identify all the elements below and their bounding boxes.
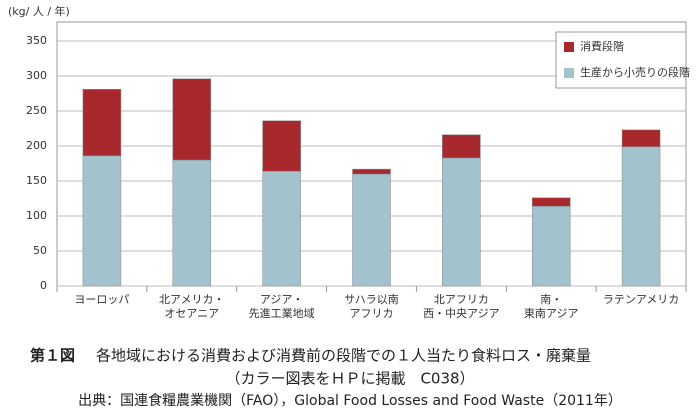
legend-swatch	[564, 68, 574, 78]
y-tick-label: 50	[33, 244, 47, 257]
x-tick-label: アジア・	[260, 293, 304, 306]
x-tick-label: 北アフリカ	[434, 293, 489, 306]
x-tick-label: ラテンアメリカ	[603, 293, 679, 306]
x-tick-label: 西・中央アジア	[423, 307, 500, 320]
legend-label: 消費段階	[580, 39, 624, 53]
caption-note: （カラー図表をＨＰに掲載 C038）	[225, 370, 474, 388]
x-tick-label: 北アメリカ・	[159, 293, 224, 306]
x-tick-label: アフリカ	[350, 307, 394, 320]
x-tick-label: オセアニア	[164, 307, 219, 320]
legend-label: 生産から小売りの段階	[580, 65, 690, 79]
bar-segment	[262, 170, 301, 287]
bar-segment	[352, 173, 391, 287]
bar-segment	[531, 205, 571, 287]
caption-label: 第１図	[30, 347, 75, 365]
x-tick-label: ヨーロッパ	[74, 293, 129, 306]
bar-segment	[172, 78, 212, 161]
x-tick-label: 先進工業地域	[249, 307, 315, 320]
caption-source: 出典：国連食糧農業機関（FAO），Global Food Losses and …	[78, 392, 622, 409]
bar-segment	[82, 89, 122, 157]
y-tick-label: 300	[26, 69, 47, 82]
x-tick-label: 東南アジア	[524, 307, 579, 320]
y-axis-label: (kg/ 人 / 年)	[8, 4, 70, 18]
y-tick-label: 100	[26, 209, 47, 222]
x-tick-label: サハラ以南	[344, 293, 399, 306]
y-tick-label: 200	[26, 139, 47, 152]
y-tick-label: 250	[26, 104, 47, 117]
caption-title: 各地域における消費および消費前の段階での１人当たり食料ロス・廃棄量	[96, 347, 591, 365]
bar-segment	[352, 168, 391, 175]
bar-segment	[621, 146, 661, 287]
bar-segment	[442, 157, 481, 287]
bar-segment	[262, 120, 301, 172]
legend-swatch	[564, 42, 574, 52]
bar-segment	[82, 155, 122, 287]
y-tick-label: 0	[40, 279, 47, 292]
bar-segment	[442, 134, 481, 159]
y-tick-label: 150	[26, 174, 47, 187]
legend-box	[555, 31, 687, 89]
bar-segment	[172, 159, 212, 287]
bar-segment	[531, 197, 571, 207]
x-tick-label: 南・	[540, 293, 562, 306]
y-tick-label: 350	[26, 34, 47, 47]
bar-segment	[621, 129, 661, 147]
